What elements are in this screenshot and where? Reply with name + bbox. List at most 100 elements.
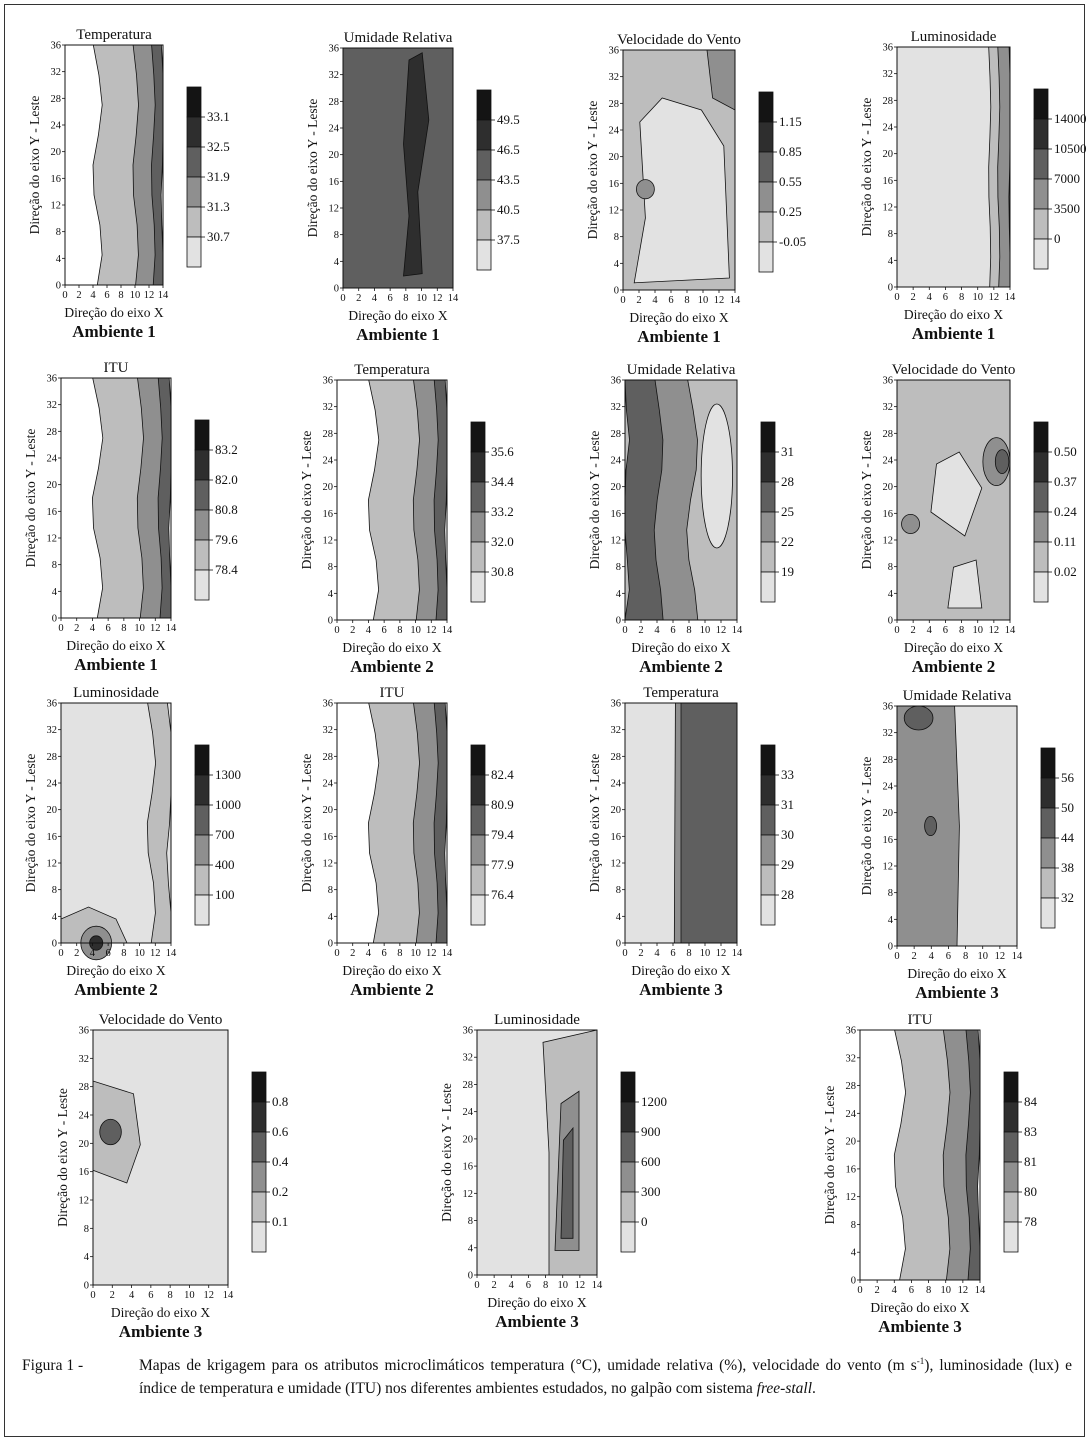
- y-tick-label: 36: [323, 699, 334, 710]
- x-tick-label: 10: [977, 951, 988, 962]
- y-tick-label: 16: [463, 1162, 474, 1173]
- legend-swatch: [1040, 807, 1056, 839]
- x-axis-label: Direção do eixo X: [631, 640, 731, 655]
- y-tick-label: 16: [883, 835, 894, 846]
- x-tick-label: 4: [366, 625, 372, 636]
- y-tick-label: 12: [883, 536, 894, 547]
- x-tick-label: 10: [557, 1280, 568, 1291]
- y-axis-label: Direção do eixo Y - Leste: [55, 1088, 70, 1227]
- x-tick-label: 4: [927, 625, 933, 636]
- legend-label: 33.1: [207, 109, 230, 124]
- x-tick-label: 10: [134, 948, 145, 959]
- x-tick-label: 8: [684, 295, 689, 306]
- y-tick-label: 12: [611, 859, 622, 870]
- legend-label: 100: [215, 887, 235, 902]
- legend-swatch: [760, 571, 776, 603]
- x-tick-label: 12: [989, 625, 1000, 636]
- contour-region: [624, 379, 664, 621]
- x-tick-label: 4: [509, 1280, 515, 1291]
- legend-swatch: [194, 804, 210, 836]
- y-tick-label: 12: [609, 206, 620, 217]
- x-tick-label: 2: [875, 1285, 880, 1296]
- figure-frame: [4, 4, 1085, 1437]
- x-tick-label: 14: [730, 295, 741, 306]
- legend-swatch: [194, 834, 210, 866]
- y-tick-label: 24: [611, 456, 622, 467]
- y-tick-label: 16: [47, 832, 58, 843]
- x-tick-label: 6: [382, 625, 387, 636]
- contour-region: [924, 816, 937, 837]
- y-tick-label: 28: [47, 427, 58, 438]
- legend-swatch: [476, 239, 492, 271]
- legend: 1300 1000 700 400 100: [194, 744, 241, 926]
- y-tick-label: 8: [851, 1220, 856, 1231]
- x-tick-label: 12: [716, 948, 727, 959]
- x-tick-label: 6: [526, 1280, 531, 1291]
- legend-label: 22: [781, 534, 794, 549]
- contour-region: [700, 403, 733, 549]
- x-tick-label: 10: [940, 1285, 951, 1296]
- x-tick-label: 10: [410, 625, 421, 636]
- x-tick-label: 10: [416, 293, 427, 304]
- legend-swatch: [470, 421, 486, 453]
- legend-swatch: [251, 1131, 267, 1163]
- plot-frame: [60, 702, 172, 944]
- y-tick-label: 16: [609, 179, 620, 190]
- x-tick-label: 14: [448, 293, 459, 304]
- legend-label: 78: [1024, 1214, 1037, 1229]
- y-tick-label: 0: [614, 286, 619, 297]
- legend: 33 31 30 29 28: [760, 744, 794, 926]
- legend-label: 0.1: [272, 1214, 288, 1229]
- legend: 31 28 25 22 19: [760, 421, 794, 603]
- x-tick-label: 4: [90, 948, 96, 959]
- x-tick-label: 6: [670, 625, 675, 636]
- x-tick-label: 4: [366, 948, 372, 959]
- legend-swatch: [470, 894, 486, 926]
- y-tick-label: 20: [79, 1139, 90, 1150]
- y-tick-label: 20: [47, 480, 58, 491]
- x-tick-label: 2: [110, 1290, 115, 1301]
- x-tick-label: 14: [1005, 625, 1016, 636]
- y-tick-label: 32: [323, 725, 334, 736]
- legend-label: 77.9: [491, 857, 514, 872]
- legend-swatch: [758, 151, 774, 183]
- y-axis-label: Direção do eixo Y - Leste: [585, 101, 600, 240]
- y-tick-label: 20: [846, 1137, 857, 1148]
- y-tick-label: 24: [463, 1107, 474, 1118]
- legend-swatch: [470, 774, 486, 806]
- x-tick-label: 8: [963, 951, 968, 962]
- y-tick-label: 20: [883, 149, 894, 160]
- y-tick-label: 28: [883, 755, 894, 766]
- y-tick-label: 20: [329, 150, 340, 161]
- y-tick-label: 8: [888, 562, 893, 573]
- legend-swatch: [620, 1071, 636, 1103]
- legend-swatch: [194, 774, 210, 806]
- panel-title: ITU: [380, 685, 405, 701]
- legend-label: 46.5: [497, 142, 520, 157]
- x-axis-label: Direção do eixo X: [904, 307, 1004, 322]
- y-tick-label: 36: [846, 1026, 857, 1037]
- y-tick-label: 32: [883, 402, 894, 413]
- y-tick-label: 36: [51, 41, 62, 52]
- contour-region: [403, 52, 430, 277]
- y-tick-label: 0: [84, 1281, 89, 1292]
- x-tick-label: 8: [686, 625, 691, 636]
- legend-swatch: [758, 241, 774, 273]
- x-tick-label: 12: [150, 948, 161, 959]
- environment-label: Ambiente 1: [72, 322, 156, 341]
- y-tick-label: 4: [616, 912, 622, 923]
- x-tick-label: 6: [943, 625, 948, 636]
- x-tick-label: 10: [698, 295, 709, 306]
- x-tick-label: 6: [148, 1290, 153, 1301]
- x-tick-label: 2: [636, 295, 641, 306]
- y-tick-label: 4: [52, 587, 58, 598]
- legend-swatch: [251, 1071, 267, 1103]
- legend-swatch: [251, 1191, 267, 1223]
- legend-swatch: [1040, 777, 1056, 809]
- legend-swatch: [194, 894, 210, 926]
- legend: 35.6 34.4 33.2 32.0 30.8: [470, 421, 514, 603]
- x-tick-label: 12: [426, 625, 437, 636]
